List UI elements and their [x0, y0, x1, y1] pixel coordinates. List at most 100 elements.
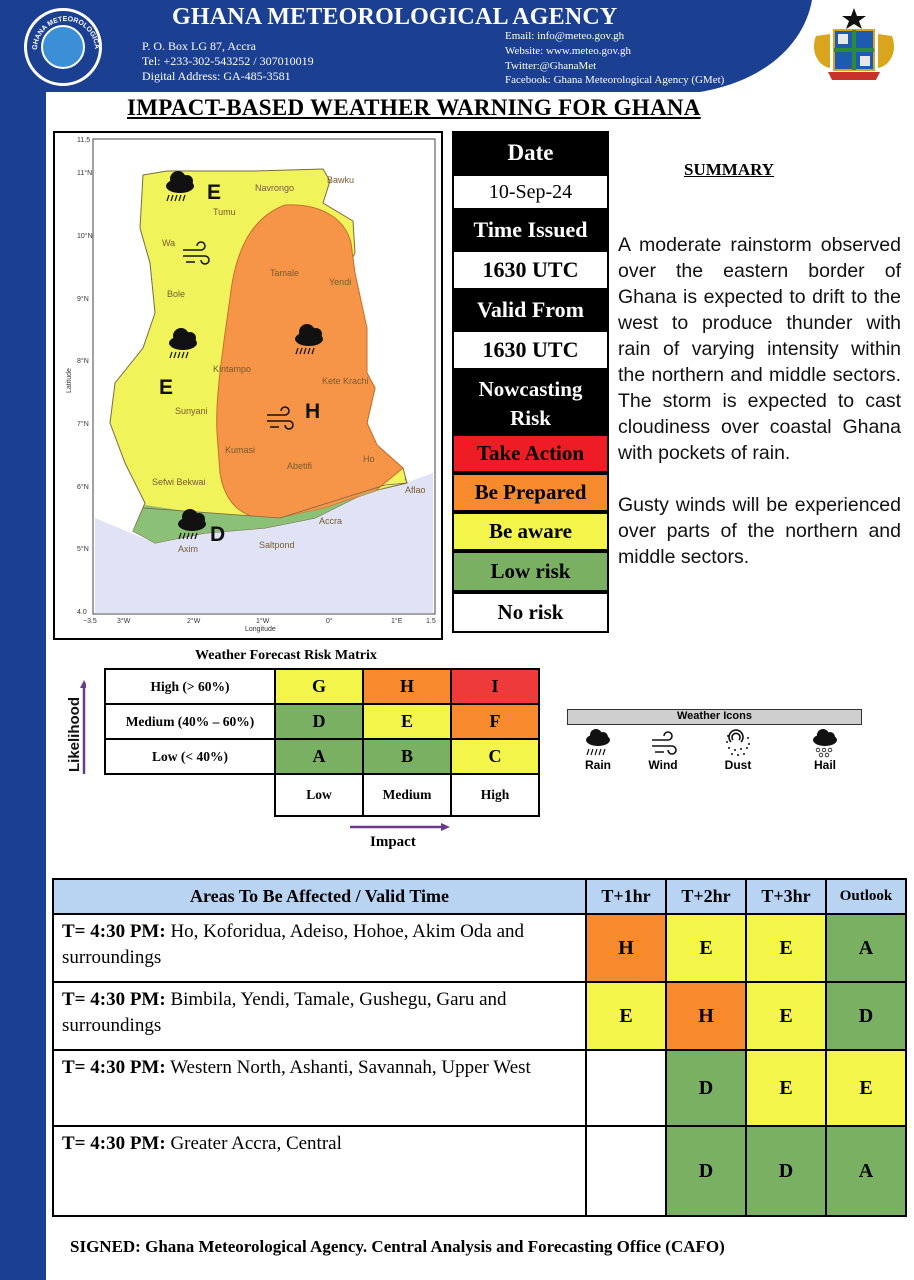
rating-cell: D	[665, 1049, 747, 1127]
summary-body: A moderate rainstorm observed over the e…	[618, 232, 901, 596]
risk-take-action: Take Action	[452, 434, 609, 473]
col-header: T+3hr	[745, 878, 827, 915]
rating-cell: E	[745, 913, 827, 983]
date-label: Date	[452, 131, 609, 174]
lat-tick: 11°N	[77, 169, 92, 177]
time-issued-value: 1630 UTC	[452, 250, 609, 290]
town-label: Abetifi	[287, 461, 312, 471]
town-label: Kumasi	[225, 445, 255, 455]
lon-tick: 2°W	[187, 617, 201, 625]
lon-tick: 3°W	[117, 617, 131, 625]
risk-be-prepared: Be Prepared	[452, 473, 609, 512]
town-label: Ho	[363, 454, 375, 464]
lon-tick: 1°E	[391, 617, 403, 625]
rain-icon	[178, 509, 206, 540]
matrix-row-label: High (> 60%)	[104, 668, 276, 705]
risk-be-aware: Be aware	[452, 512, 609, 551]
town-label: Yendi	[329, 277, 351, 287]
town-label: Bawku	[327, 175, 354, 185]
sea-area	[95, 473, 433, 613]
risk-low-risk: Low risk	[452, 551, 609, 592]
matrix-cell: B	[362, 738, 452, 775]
col-header: Outlook	[825, 878, 907, 915]
warning-info-panel: Date 10-Sep-24 Time Issued 1630 UTC Vali…	[452, 131, 609, 633]
wind-icon	[183, 241, 210, 265]
email-line: Email: info@meteo.gov.gh	[505, 30, 625, 42]
lon-tick: 1.5	[426, 618, 436, 625]
nowcasting-risk-label: Nowcasting Risk	[452, 370, 609, 434]
agency-name: GHANA METEOROLOGICAL AGENCY	[172, 4, 618, 30]
lat-tick: 4.0	[77, 609, 87, 616]
map-canvas: 11.5 11°N 10°N 9°N 8°N 7°N 6°N 5°N 4.0 −…	[66, 137, 436, 633]
header: GHANA METEOROLOGICAL AGENCY GHANA METEOR…	[0, 0, 914, 92]
wind-icon	[267, 406, 294, 430]
matrix-row-label: Low (< 40%)	[104, 738, 276, 775]
town-label: Wa	[162, 238, 175, 248]
left-brand-band	[0, 0, 46, 1280]
zone-letter: E	[159, 376, 173, 399]
matrix-cell: C	[450, 738, 540, 775]
matrix-cell: H	[362, 668, 452, 705]
date-value: 10-Sep-24	[452, 174, 609, 210]
matrix-col-label: High	[450, 773, 540, 817]
town-label: Saltpond	[259, 540, 295, 550]
lat-tick: 11.5	[77, 137, 90, 144]
area-description: T= 4:30 PM: Western North, Ashanti, Sava…	[52, 1049, 587, 1127]
table-row: T= 4:30 PM: Greater Accra, Central D D A	[52, 1125, 907, 1217]
page-title: IMPACT-BASED WEATHER WARNING FOR GHANA	[127, 95, 701, 120]
valid-from-value: 1630 UTC	[452, 330, 609, 370]
hail-icon	[813, 729, 837, 758]
matrix-row-label: Medium (40% – 60%)	[104, 703, 276, 740]
time-issued-label: Time Issued	[452, 210, 609, 250]
x-axis-label: Longitude	[245, 626, 276, 633]
rating-cell: D	[665, 1125, 747, 1217]
lat-tick: 8°N	[77, 357, 89, 365]
weather-icons-title: Weather Icons	[567, 709, 862, 725]
rating-cell: E	[745, 1049, 827, 1127]
rain-icon	[169, 328, 197, 359]
rating-cell: D	[825, 981, 907, 1051]
town-label: Tamale	[270, 268, 299, 278]
matrix-cell: E	[362, 703, 452, 740]
rating-cell: E	[825, 1049, 907, 1127]
rain-icon	[295, 324, 323, 355]
rating-cell: E	[665, 913, 747, 983]
matrix-cell: I	[450, 668, 540, 705]
twitter-line: Twitter:@GhanaMet	[505, 60, 597, 72]
area-description: T= 4:30 PM: Ho, Koforidua, Adeiso, Hohoe…	[52, 913, 587, 983]
signature-line: SIGNED: Ghana Meteorological Agency. Cen…	[70, 1237, 725, 1256]
rating-cell: E	[585, 981, 667, 1051]
lat-tick: 10°N	[77, 232, 93, 240]
rating-cell: A	[825, 1125, 907, 1217]
table-row: T= 4:30 PM: Bimbila, Yendi, Tamale, Gush…	[52, 981, 907, 1051]
town-label: Accra	[319, 516, 342, 526]
lon-tick: −3.5	[83, 618, 97, 625]
website-line: Website: www.meteo.gov.gh	[505, 45, 631, 57]
rating-cell: H	[665, 981, 747, 1051]
gmet-logo: GHANA METEOROLOGICAL AGENCY	[24, 8, 102, 86]
legend-wind: Wind	[638, 728, 688, 772]
risk-matrix-title: Weather Forecast Risk Matrix	[195, 648, 377, 663]
valid-from-label: Valid From	[452, 290, 609, 330]
town-label: Kete Krachi	[322, 376, 369, 386]
lon-tick: 0°	[326, 617, 333, 625]
summary-paragraph: Gusty winds will be experienced over par…	[618, 494, 901, 568]
town-label: Navrongo	[255, 183, 294, 193]
town-label: Sunyani	[175, 406, 208, 416]
y-axis-label: Latitude	[66, 368, 73, 393]
rating-cell: D	[745, 1125, 827, 1217]
address-line: P. O. Box LG 87, Accra	[142, 39, 256, 53]
header-background	[0, 0, 812, 92]
rating-cell: A	[825, 913, 907, 983]
town-label: Kintampo	[213, 364, 251, 374]
impact-label: Impact	[370, 834, 416, 850]
digital-address-line: Digital Address: GA-485-3581	[142, 69, 291, 83]
table-row: T= 4:30 PM: Ho, Koforidua, Adeiso, Hohoe…	[52, 913, 907, 983]
lat-tick: 6°N	[77, 483, 89, 491]
town-label: Aflao	[405, 485, 426, 495]
dust-icon	[726, 729, 750, 756]
legend-rain: Rain	[573, 728, 623, 772]
globe-icon	[41, 25, 85, 69]
likelihood-axis: Likelihood	[66, 680, 86, 774]
town-label: Tumu	[213, 207, 236, 217]
